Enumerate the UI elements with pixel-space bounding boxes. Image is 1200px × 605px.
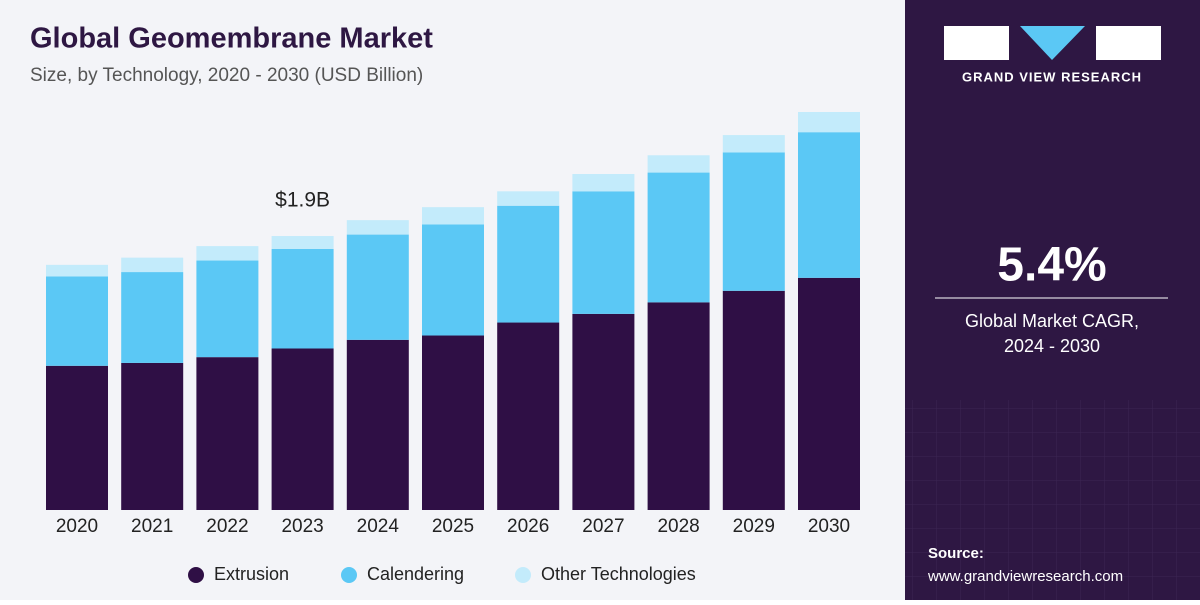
- bar-segment: [422, 224, 484, 336]
- bar-segment: [346, 220, 409, 235]
- bar-segment: [647, 155, 710, 173]
- bar-segment: [121, 362, 184, 510]
- logo-triangle: [1020, 26, 1085, 60]
- x-tick-label: 2024: [357, 516, 400, 537]
- x-tick-label: 2026: [507, 516, 549, 537]
- bar-segment: [798, 132, 860, 278]
- source-label: Source:: [928, 545, 984, 562]
- bar-segment: [346, 339, 409, 510]
- bar-segment: [422, 335, 484, 510]
- bar-segment: [647, 302, 710, 510]
- bar-segment: [46, 264, 108, 277]
- bar-segment: [798, 277, 860, 510]
- bar-segment: [647, 172, 710, 303]
- bar-segment: [196, 357, 259, 510]
- logo: [944, 26, 1161, 60]
- cagr-label: Global Market CAGR,: [965, 311, 1139, 331]
- bar-segment: [722, 152, 785, 291]
- brand: GRAND VIEW RESEARCH: [962, 69, 1142, 84]
- bar-segment: [346, 234, 409, 340]
- bar-segment: [497, 205, 560, 323]
- legend-label: Calendering: [367, 564, 464, 584]
- bar-segment: [271, 236, 334, 249]
- legend-marker: [515, 567, 531, 583]
- legend-marker: [341, 567, 357, 583]
- cagr-value: 5.4%: [997, 239, 1106, 292]
- bar-segment: [798, 112, 860, 133]
- bar-segment: [196, 260, 259, 358]
- bar-segment: [497, 191, 560, 206]
- legend-label: Other Technologies: [541, 564, 696, 584]
- x-tick-label: 2027: [582, 516, 624, 537]
- bar-segment: [497, 322, 560, 510]
- x-tick-label: 2030: [808, 516, 850, 537]
- bar-segment: [271, 248, 334, 349]
- x-tick-label: 2020: [56, 516, 98, 537]
- x-tick-label: 2023: [281, 516, 323, 537]
- bar-segment: [46, 365, 108, 510]
- bar-segment: [422, 207, 484, 225]
- legend-label: Extrusion: [214, 564, 289, 584]
- bar-segment: [572, 174, 635, 192]
- bar-segment: [722, 135, 785, 153]
- bar-segment: [722, 290, 785, 510]
- annotation: $1.9B: [275, 189, 330, 212]
- legend-marker: [188, 567, 204, 583]
- x-tick-label: 2021: [131, 516, 173, 537]
- bar-segment: [271, 348, 334, 510]
- chart-subtitle: Size, by Technology, 2020 - 2030 (USD Bi…: [30, 65, 423, 86]
- bar-segment: [121, 272, 184, 363]
- source-url: www.grandviewresearch.com: [927, 568, 1123, 585]
- bar-segment: [121, 257, 184, 273]
- cagr-label: 2024 - 2030: [1004, 336, 1100, 356]
- logo-block: [1096, 26, 1161, 60]
- x-tick-label: 2028: [657, 516, 699, 537]
- side-texture: [905, 400, 1200, 600]
- bar-segment: [572, 313, 635, 510]
- bar-segment: [46, 276, 108, 366]
- x-tick-label: 2029: [733, 516, 775, 537]
- bar-segment: [572, 191, 635, 314]
- logo-block: [944, 26, 1009, 60]
- x-tick-label: 2022: [206, 516, 248, 537]
- chart-title: Global Geomembrane Market: [30, 23, 433, 55]
- x-tick-label: 2025: [432, 516, 474, 537]
- bar-segment: [196, 246, 259, 261]
